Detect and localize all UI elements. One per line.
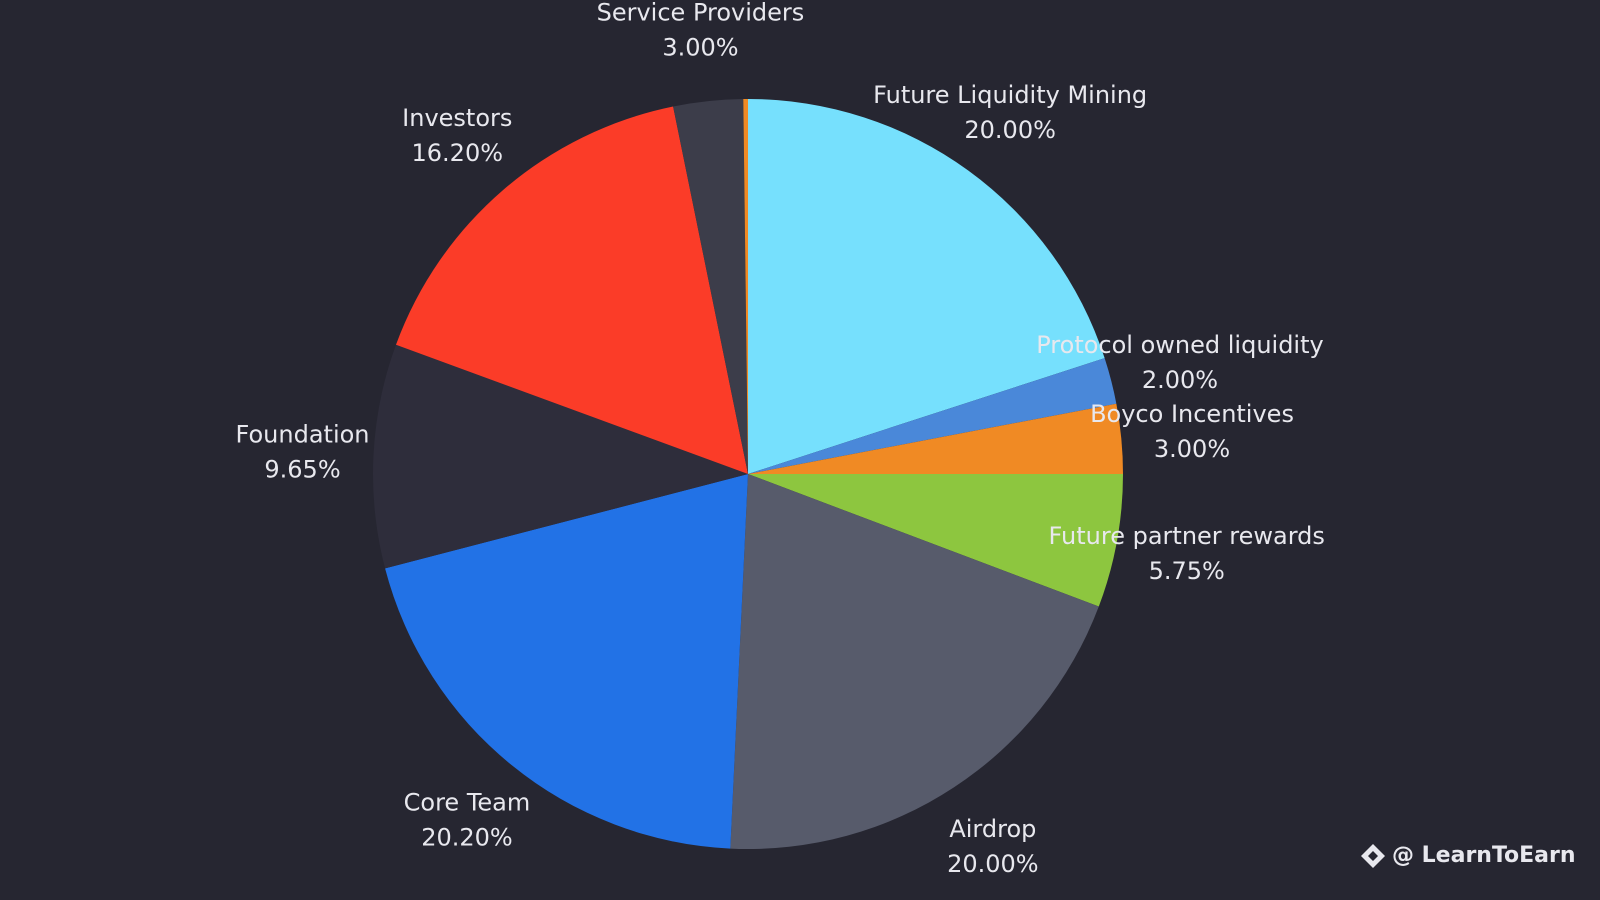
value-label: 16.20%	[412, 139, 504, 167]
pie-slice	[673, 99, 748, 475]
slice-label: Foundation	[236, 420, 370, 448]
value-label: 20.00%	[947, 850, 1039, 878]
value-label: 3.00%	[1154, 435, 1230, 463]
pie-slice	[372, 344, 748, 569]
value-label: 3.00%	[662, 34, 738, 62]
slice-label: Future partner rewards	[1049, 522, 1325, 550]
value-label: 5.75%	[1149, 557, 1225, 585]
value-label: 2.00%	[1142, 366, 1218, 394]
pie-slice	[748, 358, 1117, 474]
pie-slice	[730, 474, 1099, 849]
pie-slice	[748, 99, 1105, 474]
pie-slice	[748, 403, 1123, 474]
watermark: @ LearnToEarn	[1392, 843, 1576, 868]
slice-label: Core Team	[404, 788, 531, 816]
slice-label: Airdrop	[949, 815, 1036, 843]
pie-slice	[743, 99, 748, 474]
pie-slice	[748, 474, 1123, 607]
watermark-logo	[1361, 844, 1385, 868]
value-label: 20.20%	[421, 823, 513, 851]
slice-label: Boyco Incentives	[1090, 400, 1294, 428]
slice-label: Future Liquidity Mining	[873, 81, 1147, 109]
value-label: 9.65%	[264, 455, 340, 483]
pie-slice	[395, 106, 748, 474]
pie-slice	[385, 474, 748, 849]
slice-label: Protocol owned liquidity	[1036, 331, 1323, 359]
slice-label: Service Providers	[597, 0, 805, 27]
value-label: 20.00%	[964, 116, 1056, 144]
slice-label: Investors	[402, 104, 512, 132]
